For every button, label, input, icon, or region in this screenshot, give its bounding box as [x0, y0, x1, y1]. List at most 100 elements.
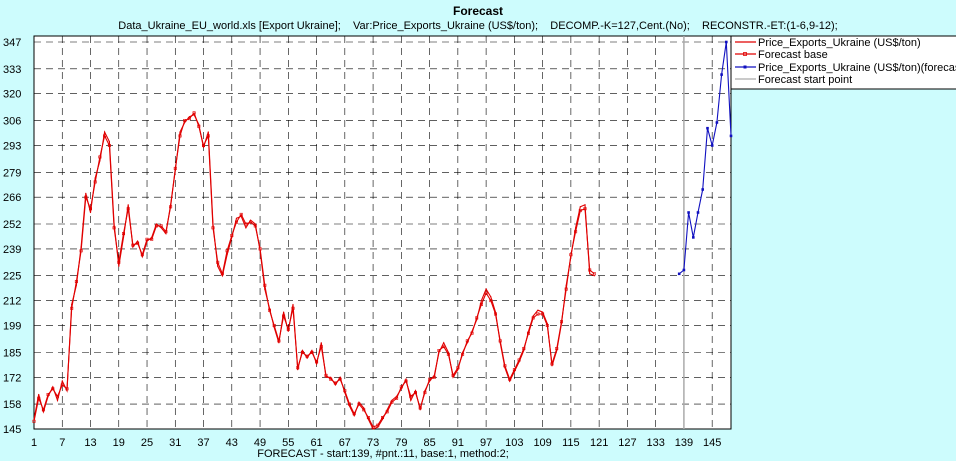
price-point: [339, 376, 341, 378]
price-point: [235, 217, 238, 219]
x-tick-label: 109: [533, 437, 551, 449]
price-point: [278, 342, 280, 344]
price-point: [367, 418, 369, 420]
y-tick-label: 252: [3, 219, 21, 231]
x-tick-label: 19: [113, 437, 125, 449]
price-point: [226, 254, 228, 256]
x-tick-label: 31: [169, 437, 181, 449]
forecast-point: [692, 236, 695, 239]
price-point: [297, 369, 299, 371]
forecast-point: [706, 126, 709, 130]
price-point: [306, 357, 308, 359]
x-tick-label: 25: [141, 437, 153, 449]
price-point: [127, 204, 129, 206]
price-point: [132, 246, 134, 248]
forecast-base-point: [239, 212, 243, 216]
forecast-base-point: [442, 345, 446, 349]
price-point: [66, 390, 68, 392]
price-point: [410, 399, 412, 401]
price-point: [471, 330, 473, 332]
price-point: [42, 411, 45, 413]
price-point: [137, 240, 139, 242]
price-point: [429, 380, 431, 382]
x-tick-label: 49: [254, 437, 266, 449]
price-point: [499, 342, 501, 344]
price-point: [141, 256, 143, 258]
price-point: [457, 369, 459, 371]
price-point: [344, 392, 346, 394]
price-point: [207, 131, 209, 133]
price-point: [245, 227, 247, 229]
y-tick-label: 347: [3, 37, 21, 49]
price-point: [108, 141, 110, 143]
price-point: [480, 300, 482, 302]
price-point: [122, 236, 125, 238]
legend-marker-forecast-base: [743, 52, 747, 56]
price-point: [259, 250, 261, 252]
plot-area: [33, 35, 732, 430]
y-tick-label: 279: [3, 167, 21, 179]
price-point: [377, 426, 379, 428]
price-point: [353, 415, 355, 417]
x-tick-label: 73: [367, 437, 379, 449]
forecast-point: [677, 272, 681, 276]
price-point: [405, 378, 407, 380]
y-tick-label: 172: [3, 372, 21, 384]
y-tick-label: 320: [3, 89, 21, 101]
price-point: [33, 418, 35, 420]
chart-subtitle: Data_Ukraine_EU_world.xls [Export Ukrain…: [118, 20, 837, 32]
forecast-base-point: [536, 312, 540, 316]
y-tick-label: 333: [3, 64, 21, 76]
price-point: [584, 204, 586, 206]
price-point: [575, 227, 577, 229]
series-layer: [32, 40, 733, 430]
x-tick-label: 97: [480, 437, 492, 449]
price-point: [414, 390, 417, 392]
legend-label-forecast-base: Forecast base: [758, 49, 828, 61]
price-point: [419, 409, 421, 411]
series-forecast-line: [678, 41, 732, 275]
price-point: [570, 256, 572, 258]
price-point: [99, 160, 101, 162]
price-point: [113, 223, 115, 225]
price-point: [56, 399, 59, 401]
price-point: [396, 395, 398, 397]
price-point: [537, 309, 539, 311]
price-point: [80, 246, 82, 248]
price-point: [513, 370, 516, 373]
forecast-base-point: [32, 419, 36, 423]
x-tick-label: 103: [505, 437, 523, 449]
forecast-point: [682, 268, 686, 272]
forecast-point: [715, 121, 719, 124]
y-tick-label: 185: [3, 347, 21, 359]
legend: Price_Exports_Ukraine (US$/ton) Forecast…: [730, 35, 956, 90]
price-point: [146, 240, 148, 242]
price-point: [174, 169, 176, 171]
forecast-point: [720, 73, 723, 76]
price-point: [170, 204, 172, 206]
x-tick-label: 55: [282, 437, 294, 449]
legend-label-forecast-start: Forecast start point: [758, 74, 852, 86]
forecast-point: [729, 134, 733, 138]
x-tick-label: 67: [339, 437, 351, 449]
x-tick-label: 91: [452, 437, 464, 449]
price-point: [61, 380, 63, 382]
price-point: [593, 275, 596, 277]
price-point: [273, 326, 275, 329]
x-tick-label: 121: [590, 437, 608, 449]
price-point: [579, 206, 581, 208]
price-point: [212, 223, 214, 225]
price-point: [311, 349, 313, 352]
y-tick-label: 266: [3, 192, 21, 204]
price-point: [452, 376, 454, 378]
y-tick-label: 199: [3, 321, 21, 333]
price-point: [447, 351, 449, 353]
price-point: [476, 319, 478, 321]
forecast-base-point: [192, 111, 196, 115]
price-point: [264, 288, 266, 290]
legend-label-forecast: Price_Exports_Ukraine (US$/ton)(forecast…: [758, 62, 956, 74]
price-point: [165, 233, 167, 235]
x-tick-label: 145: [703, 437, 721, 449]
price-point: [151, 236, 153, 238]
